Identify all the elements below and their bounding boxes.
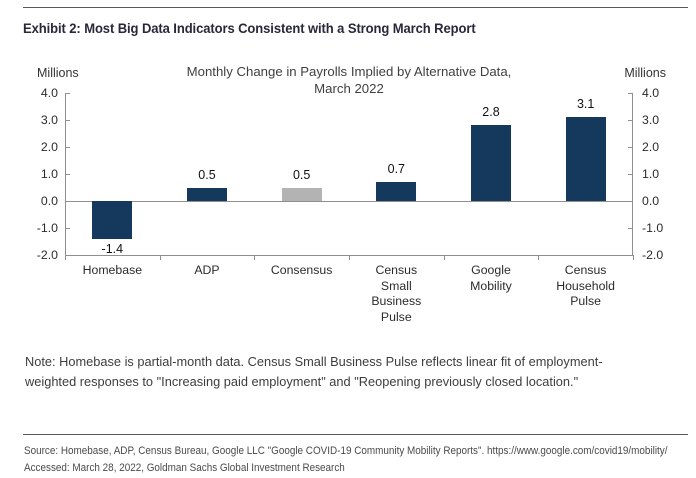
y-tick-label-left: -1.0 <box>36 221 58 235</box>
y-tick-left <box>65 228 70 229</box>
x-label-line: Mobility <box>470 278 512 293</box>
y-tick-label-left: 1.0 <box>40 167 58 181</box>
y-tick-label-right: 1.0 <box>642 167 660 181</box>
y-tick-label-right: -1.0 <box>642 221 664 235</box>
chart-note: Note: Homebase is partial-month data. Ce… <box>25 352 680 392</box>
exhibit-title: Exhibit 2: Most Big Data Indicators Cons… <box>23 20 476 36</box>
y-tick-label-left: 2.0 <box>40 140 58 154</box>
y-tick-label-right: 0.0 <box>642 194 660 208</box>
x-label-line: Pulse <box>570 294 601 308</box>
bar-google-mobility <box>471 125 511 201</box>
bar-value-adp: 0.5 <box>198 167 216 182</box>
y-tick-label-left: 0.0 <box>40 194 58 208</box>
x-axis-labels: Homebase ADP Consensus Census Small Business P… <box>65 263 633 325</box>
x-axis-tick <box>443 255 445 260</box>
x-label-census-small-business-pulse: Census Small Business Pulse <box>349 263 444 325</box>
x-label-line: Census <box>564 263 607 277</box>
x-axis-tick <box>538 255 540 260</box>
x-axis-tick <box>349 255 350 260</box>
y-tick-label-left: -2.0 <box>36 248 58 262</box>
x-label-google-mobility: Google Mobility <box>444 263 539 325</box>
x-axis-tick <box>65 255 66 260</box>
y-tick-right <box>628 147 633 148</box>
x-label-line: ADP <box>194 263 220 277</box>
x-label-line: Business <box>371 294 422 308</box>
chart-note-line-2: weighted responses to "Increasing paid e… <box>25 374 579 389</box>
chart-title-line-2: March 2022 <box>314 80 384 96</box>
y-tick-right <box>628 255 633 256</box>
x-label-consensus: Consensus <box>254 263 349 325</box>
bar-value-consensus: 0.5 <box>292 167 311 182</box>
y-tick-right <box>628 174 633 175</box>
x-label-line: Census <box>375 263 418 277</box>
x-label-adp: ADP <box>160 263 255 325</box>
x-axis-tick <box>633 255 634 260</box>
x-label-line: Household <box>556 278 615 293</box>
bar-value-google-mobility: 2.8 <box>482 105 500 120</box>
bar-homebase <box>92 201 133 239</box>
y-tick-label-right: 3.0 <box>642 113 660 127</box>
x-label-line: Homebase <box>82 263 143 277</box>
x-axis-tick <box>159 255 161 260</box>
y-tick-label-right: 4.0 <box>642 86 660 100</box>
bar-value-census-small-business-pulse: 0.7 <box>387 162 406 177</box>
x-label-homebase: Homebase <box>65 263 160 325</box>
source-line-2: Accessed: March 28, 2022, Goldman Sachs … <box>24 461 345 474</box>
y-tick-left <box>65 255 70 256</box>
x-label-line: Google <box>471 263 511 277</box>
zero-baseline <box>65 201 633 202</box>
chart-title: Monthly Change in Payrolls Implied by Al… <box>65 64 633 97</box>
x-label-line: Small <box>380 278 412 293</box>
y-tick-right <box>628 93 633 94</box>
top-divider <box>23 7 688 8</box>
x-label-line: Consensus <box>270 263 333 277</box>
plot-area: 4.0 4.0 3.0 3.0 2.0 2.0 1.0 1.0 0.0 0.0 -1.0 -1.0 -2… <box>37 86 663 262</box>
y-tick-left <box>65 174 70 175</box>
y-tick-label-right: 2.0 <box>642 140 660 154</box>
y-tick-right <box>628 228 633 229</box>
y-tick-label-left: 4.0 <box>40 86 58 100</box>
bar-census-household-pulse <box>565 117 606 201</box>
chart-note-line-1: Note: Homebase is partial-month data. Ce… <box>25 354 603 369</box>
chart-title-line-1: Monthly Change in Payrolls Implied by Al… <box>186 64 512 79</box>
y-tick-left <box>65 120 70 121</box>
x-label-census-household-pulse: Census Household Pulse <box>538 263 633 325</box>
bar-value-homebase: -1.4 <box>101 241 124 256</box>
bar-value-census-household-pulse: 3.1 <box>576 97 595 112</box>
y-tick-right <box>628 120 633 121</box>
y-tick-left <box>65 93 70 94</box>
y-axis-unit-label-right: Millions <box>624 66 666 80</box>
bar-adp <box>187 187 227 201</box>
x-label-line: Pulse <box>380 309 412 324</box>
y-tick-label-left: 3.0 <box>40 113 58 127</box>
bottom-divider <box>23 434 688 435</box>
y-tick-label-right: -2.0 <box>642 248 664 262</box>
bar-census-small-business-pulse <box>376 182 417 201</box>
bar-consensus <box>281 187 322 201</box>
source-text: Source: Homebase, ADP, Census Bureau, Go… <box>24 443 690 476</box>
y-axis-unit-label-left: Millions <box>37 66 79 80</box>
source-line-1: Source: Homebase, ADP, Census Bureau, Go… <box>24 445 668 457</box>
x-axis-tick <box>254 255 256 260</box>
y-tick-left <box>65 147 70 148</box>
